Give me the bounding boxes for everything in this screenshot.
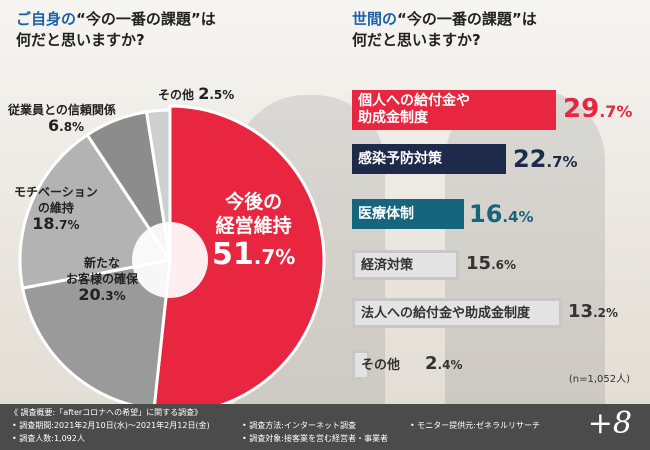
bar-value: 29.7%: [563, 94, 633, 124]
bar-value: 16.4%: [469, 200, 534, 228]
bar-3: 経済対策: [352, 250, 459, 280]
bar-label: 個人への給付金や: [358, 93, 470, 109]
brand-logo: +8: [587, 406, 632, 441]
bar-label: 法人への給付金や助成金制度: [361, 305, 531, 321]
bar-label: その他: [361, 357, 401, 373]
survey-monitor: • モニター提供元:ゼネラルリサーチ: [410, 421, 540, 430]
pie-label-trust: 従業員との信頼関係 6.8%: [8, 103, 116, 135]
sample-size-note: (n=1,052人): [568, 374, 630, 385]
bar-label: 助成金制度: [358, 110, 428, 126]
bar-label: 経済対策: [361, 257, 414, 273]
bar-label: 医療体制: [358, 205, 414, 222]
bar-value: 22.7%: [513, 145, 578, 173]
survey-overview: 《 調査概要:「afterコロナへの希望」に関する調査》: [10, 408, 203, 417]
pie-label-motivation: モチベーション の維持 18.7%: [14, 185, 98, 233]
bar-4: 法人への給付金や助成金制度: [352, 298, 562, 328]
right-title: 世間の“今の一番の課題”は 何だと思いますか?: [352, 10, 537, 49]
survey-target: • 調査対象:接客業を営む経営者・事業者: [242, 434, 388, 443]
bar-label: 感染予防対策: [358, 150, 442, 167]
left-title: ご自身の“今の一番の課題”は 何だと思いますか?: [16, 10, 216, 49]
footer: 《 調査概要:「afterコロナへの希望」に関する調査》 • 調査期間:2021…: [0, 404, 650, 450]
survey-method: • 調査方法:インターネット調査: [242, 421, 356, 430]
pie-label-customers: 新たな お客様の確保 20.3%: [66, 256, 139, 304]
bar-value: 13.2%: [568, 301, 618, 322]
bar-2: 医療体制: [352, 199, 464, 229]
survey-period: • 調査期間:2021年2月10日(水)〜2021年2月12日(金): [12, 421, 210, 430]
pie-label-main: 今後の 経営維持 51.7%: [212, 191, 296, 272]
bar-5: その他: [352, 350, 400, 380]
pie-label-other: その他 2.5%: [158, 84, 235, 103]
bar-value: 15.6%: [466, 253, 516, 274]
pie-slice-2: [18, 132, 173, 290]
bar-0: 個人への給付金や 助成金制度: [352, 90, 556, 130]
pie-hole: [132, 222, 208, 298]
bar-1: 感染予防対策: [352, 144, 506, 174]
survey-count: • 調査人数:1,092人: [12, 434, 85, 443]
bar-value: 2.4%: [425, 353, 463, 374]
